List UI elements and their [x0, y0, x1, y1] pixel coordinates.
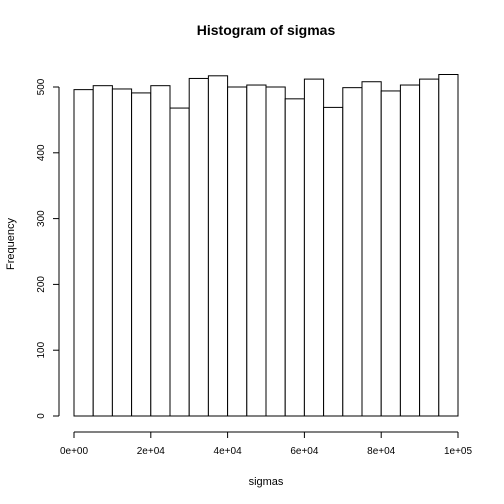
- x-axis: 0e+00 2e+04 4e+04 6e+04 8e+04 1e+05: [60, 431, 473, 457]
- x-tick-label-0: 0e+00: [60, 446, 89, 457]
- histogram-bar-6: [188, 77, 209, 417]
- histogram-bar-15: [361, 81, 382, 417]
- histogram-bar-17: [399, 84, 421, 417]
- x-tick-label-2: 4e+04: [214, 446, 243, 457]
- x-tick-label-5: 1e+05: [444, 446, 473, 457]
- histogram-bar-3: [131, 92, 152, 417]
- histogram-bar-19: [438, 74, 459, 417]
- x-tick-label-1: 2e+04: [137, 446, 166, 457]
- histogram-bar-12: [303, 78, 325, 417]
- y-tick-label-0: 0: [36, 413, 47, 419]
- y-tick-label-1: 100: [36, 341, 47, 358]
- histogram-bars: [73, 74, 459, 417]
- y-tick-label-3: 300: [36, 210, 47, 227]
- chart-title: Histogram of sigmas: [197, 22, 336, 38]
- histogram-bar-1: [92, 85, 113, 417]
- histogram-bar-8: [227, 86, 248, 417]
- histogram-bar-13: [323, 106, 344, 417]
- y-axis-label: Frequency: [5, 218, 17, 270]
- histogram-bar-4: [150, 85, 171, 417]
- histogram-bar-2: [111, 88, 133, 417]
- histogram-bar-9: [246, 84, 267, 417]
- histogram-bar-16: [380, 90, 401, 417]
- x-tick-label-4: 8e+04: [367, 446, 396, 457]
- histogram-bar-14: [342, 87, 363, 417]
- histogram-bar-5: [169, 107, 190, 417]
- x-tick-label-3: 6e+04: [290, 446, 319, 457]
- histogram-bar-0: [73, 89, 94, 417]
- y-tick-label-5: 500: [36, 78, 47, 95]
- y-tick-label-4: 400: [36, 144, 47, 161]
- histogram-bar-18: [419, 78, 440, 417]
- histogram-bar-7: [207, 75, 229, 417]
- y-axis: 0 100 200 300 400 500: [36, 78, 60, 419]
- y-tick-label-2: 200: [36, 276, 47, 293]
- histogram-bar-10: [265, 86, 286, 417]
- x-axis-label: sigmas: [249, 476, 284, 488]
- histogram-bar-11: [284, 98, 305, 417]
